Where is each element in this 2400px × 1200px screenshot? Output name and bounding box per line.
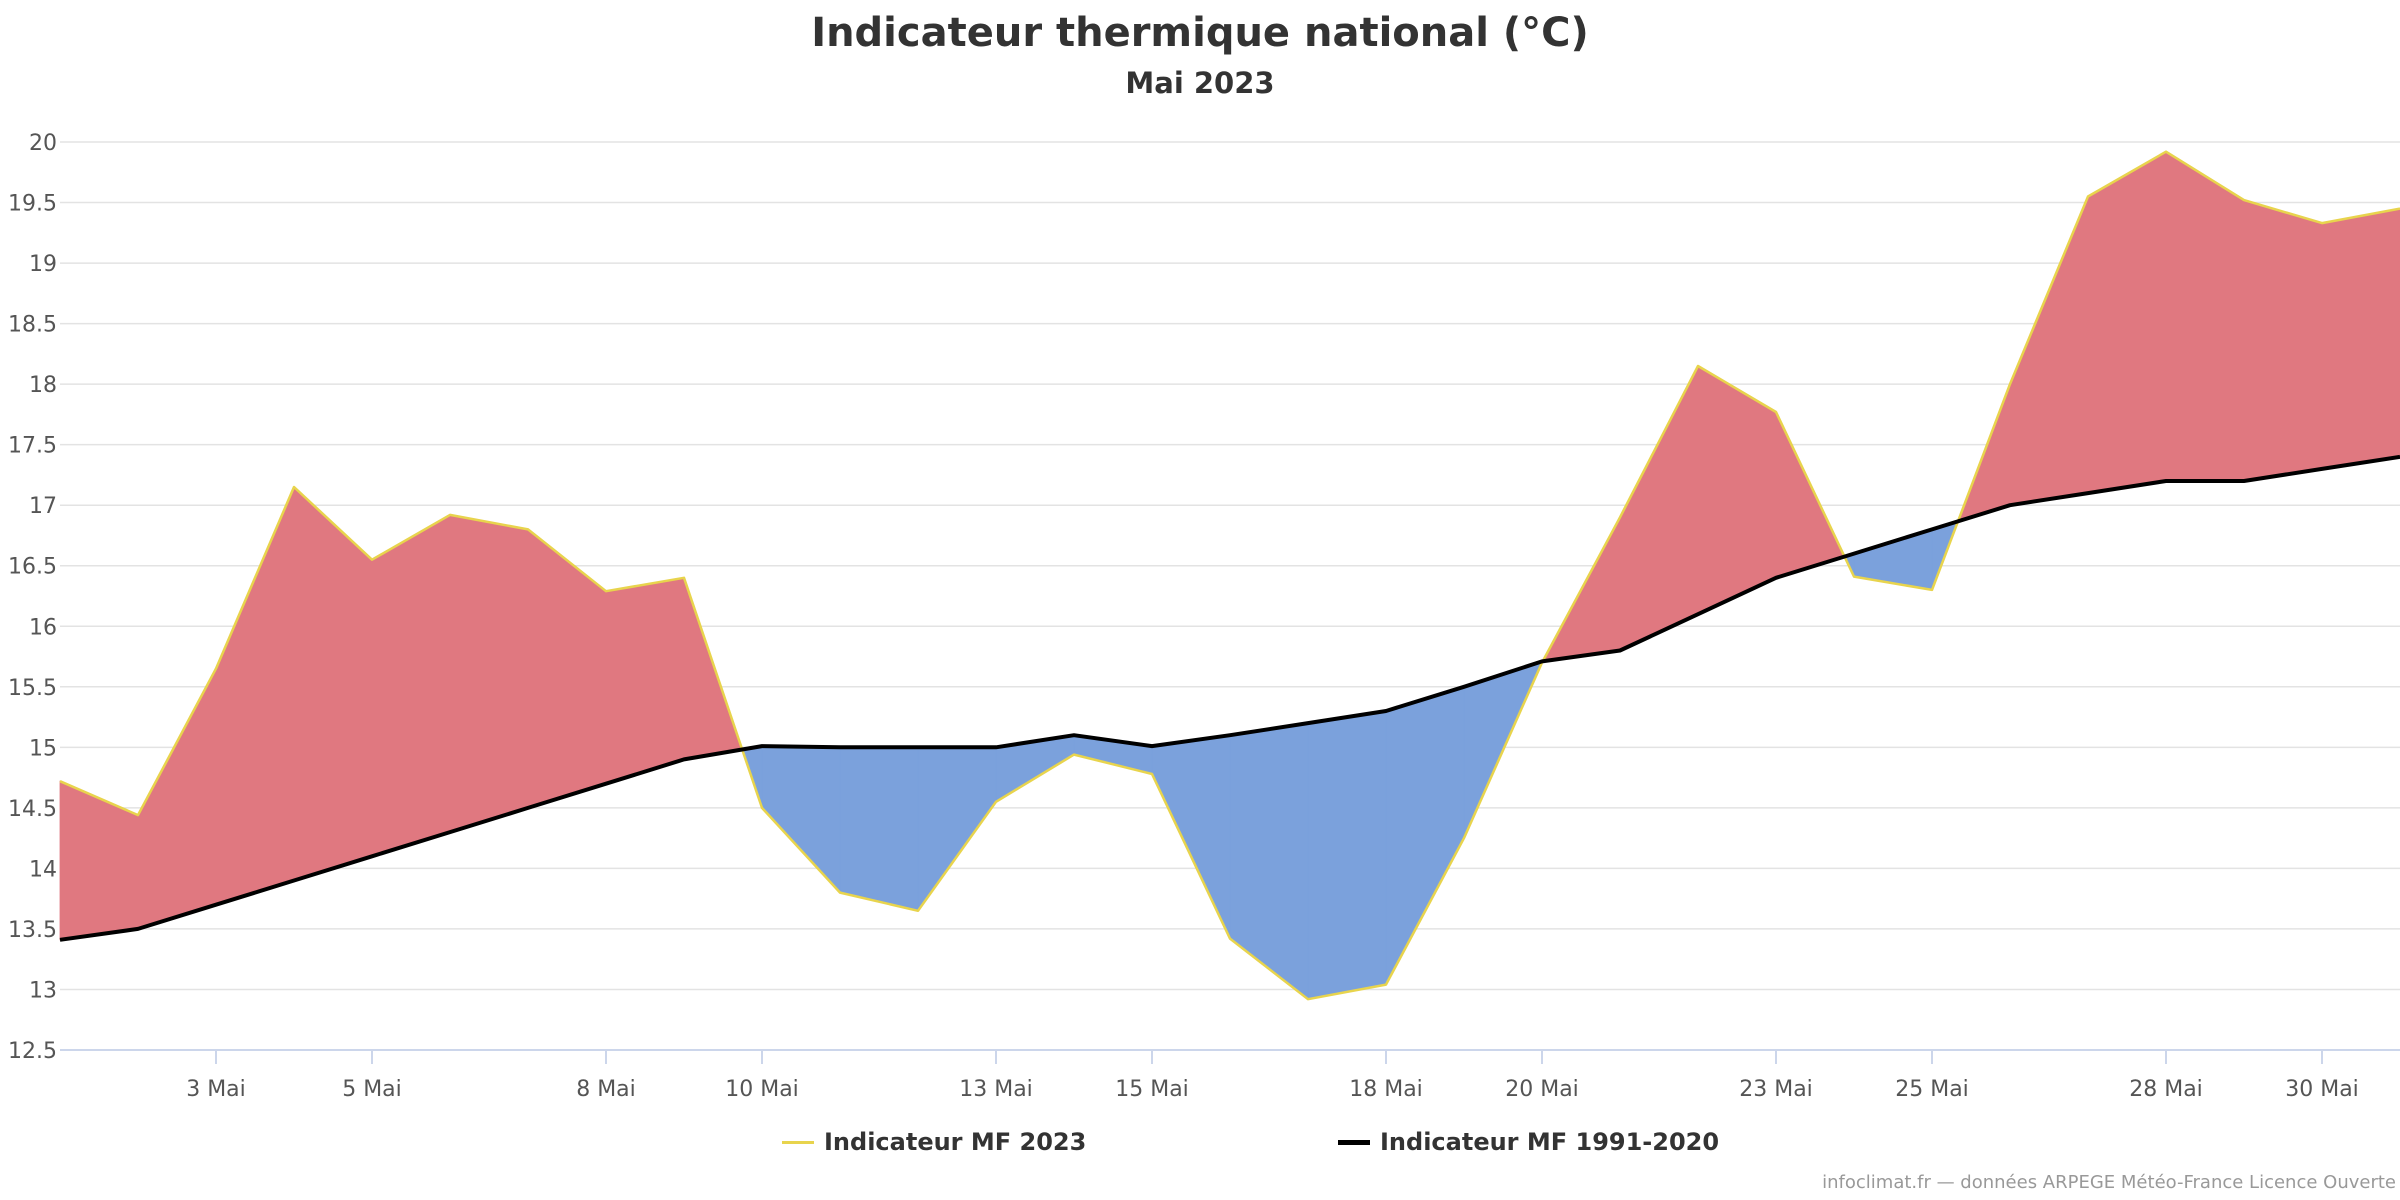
fill-below-normal — [917, 746, 997, 913]
fill-above-normal — [1697, 365, 1777, 615]
y-tick-label: 17.5 — [8, 434, 57, 459]
series-line-2023[interactable] — [59, 150, 2400, 1001]
y-tick-label: 14 — [29, 857, 57, 882]
legend-swatch-normal — [1338, 1139, 1370, 1145]
fill-above-normal — [137, 668, 217, 930]
y-tick-label: 16.5 — [8, 555, 57, 580]
x-tick-label: 3 Mai — [186, 1077, 246, 1102]
fill-above-normal — [2165, 150, 2245, 482]
y-tick-label: 14.5 — [8, 797, 57, 822]
fill-below-normal — [1229, 722, 1309, 1000]
fill-below-normal — [1307, 710, 1387, 1000]
legend-item-normal[interactable]: Indicateur MF 1991-2020 — [1338, 1128, 1719, 1156]
fill-above-normal — [2243, 199, 2323, 482]
y-tick-label: 17 — [29, 494, 57, 519]
fill-below-normal — [1151, 734, 1231, 939]
y-tick-label: 20 — [29, 131, 57, 156]
legend-label-2023: Indicateur MF 2023 — [824, 1128, 1087, 1156]
chart-title: Indicateur thermique national (°C) — [811, 10, 1589, 56]
series-line-normal[interactable] — [59, 454, 2400, 942]
x-tick-label: 18 Mai — [1349, 1077, 1423, 1102]
fill-above-normal — [59, 780, 139, 941]
y-tick-label: 19 — [29, 252, 57, 277]
y-tick-label: 13.5 — [8, 918, 57, 943]
x-tick-label: 13 Mai — [959, 1077, 1033, 1102]
fill-below-normal — [1385, 686, 1465, 985]
fill-above-normal — [1775, 411, 1846, 579]
fill-above-normal — [2009, 196, 2089, 506]
series-lines — [59, 150, 2400, 1001]
x-tick-label: 5 Mai — [342, 1077, 402, 1102]
fill-above-normal — [2321, 208, 2400, 470]
y-tick-label: 19.5 — [8, 192, 57, 217]
chart-subtitle: Mai 2023 — [1125, 66, 1275, 100]
fill-below-normal — [839, 746, 919, 912]
fill-above-normal — [1619, 365, 1699, 652]
x-tick-label: 30 Mai — [2285, 1077, 2359, 1102]
fill-above-normal — [605, 577, 685, 785]
fill-above-normal — [527, 528, 607, 809]
legend-item-2023[interactable]: Indicateur MF 2023 — [782, 1128, 1086, 1156]
x-tick-label: 25 Mai — [1895, 1077, 1969, 1102]
fill-above-normal — [371, 514, 451, 857]
fill-below-normal — [1853, 528, 1933, 591]
legend-swatch-2023 — [782, 1140, 814, 1144]
legend-label-normal: Indicateur MF 1991-2020 — [1380, 1128, 1720, 1156]
fill-above-normal — [293, 486, 373, 882]
credits-link[interactable]: infoclimat.fr — données ARPEGE Météo-Fra… — [1822, 1172, 2396, 1193]
y-tick-label: 18.5 — [8, 313, 57, 338]
fill-above-normal — [2087, 150, 2167, 494]
y-tick-label: 12.5 — [8, 1039, 57, 1064]
x-tick-label: 20 Mai — [1505, 1077, 1579, 1102]
y-tick-label: 16 — [29, 615, 57, 640]
x-tick-label: 10 Mai — [725, 1077, 799, 1102]
x-tick-label: 28 Mai — [2129, 1077, 2203, 1102]
x-tick-label: 15 Mai — [1115, 1077, 1189, 1102]
y-tick-label: 15.5 — [8, 676, 57, 701]
y-tick-label: 15 — [29, 736, 57, 761]
deviation-fill — [59, 150, 2400, 1000]
y-tick-label: 13 — [29, 978, 57, 1003]
x-tick-label: 23 Mai — [1739, 1077, 1813, 1102]
fill-above-normal — [449, 514, 529, 833]
axes: 12.5 13 13.5 14 14.5 15 15.5 16 16.5 17 17.5 18 18.5… — [8, 131, 2400, 1102]
y-tick-label: 18 — [29, 373, 57, 398]
x-tick-label: 8 Mai — [576, 1077, 636, 1102]
fill-above-normal — [215, 486, 295, 906]
